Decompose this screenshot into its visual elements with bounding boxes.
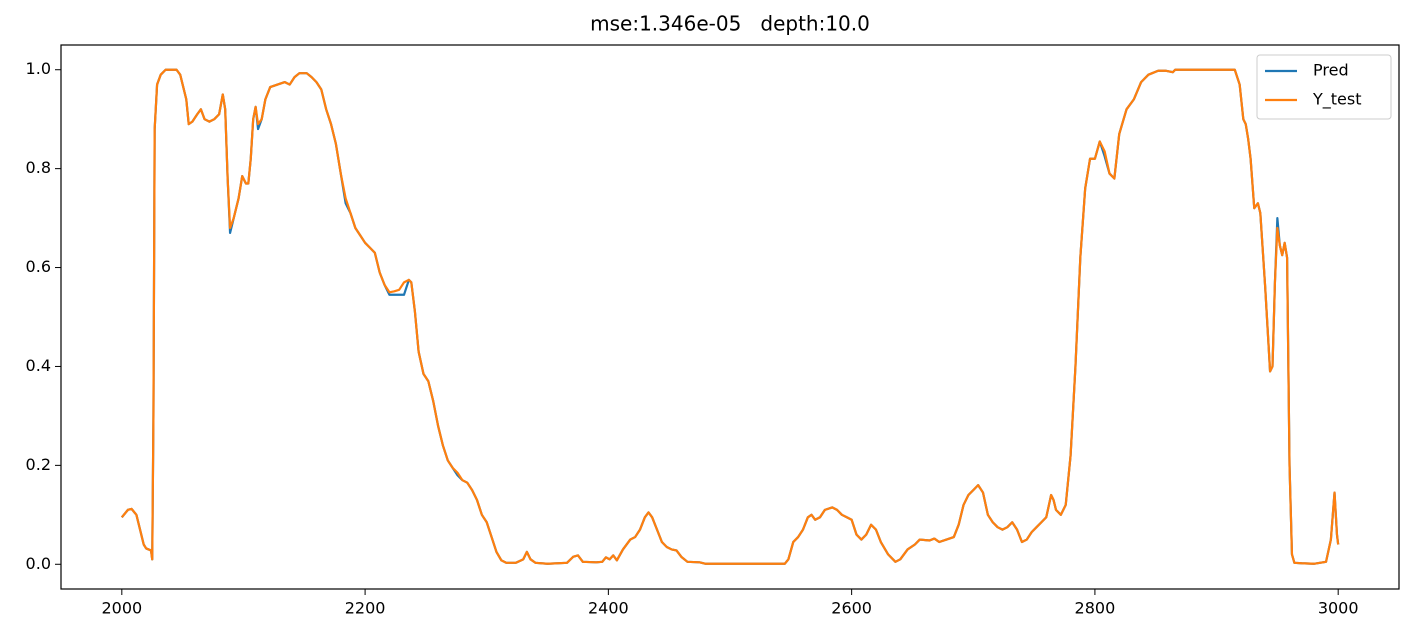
x-tick-label: 2400 [588,599,629,618]
y-tick-label: 0.8 [26,158,51,177]
x-tick-label: 2600 [831,599,872,618]
y-tick-label: 0.4 [26,356,51,375]
series-line [120,68,1340,565]
chart-title: mse:1.346e-05 depth:10.0 [590,12,870,36]
legend-label: Pred [1313,61,1349,80]
y-tick-label: 0.2 [26,455,51,474]
y-tick-label: 0.0 [26,554,51,573]
y-tick-label: 0.6 [26,257,51,276]
x-tick-label: 2000 [101,599,142,618]
x-tick-label: 3000 [1318,599,1359,618]
series-line [120,68,1340,565]
x-tick-label: 2800 [1075,599,1116,618]
axes-frame [60,44,1400,590]
legend-label: Y_test [1312,90,1362,110]
y-tick-label: 1.0 [26,59,51,78]
x-tick-label: 2200 [345,599,386,618]
